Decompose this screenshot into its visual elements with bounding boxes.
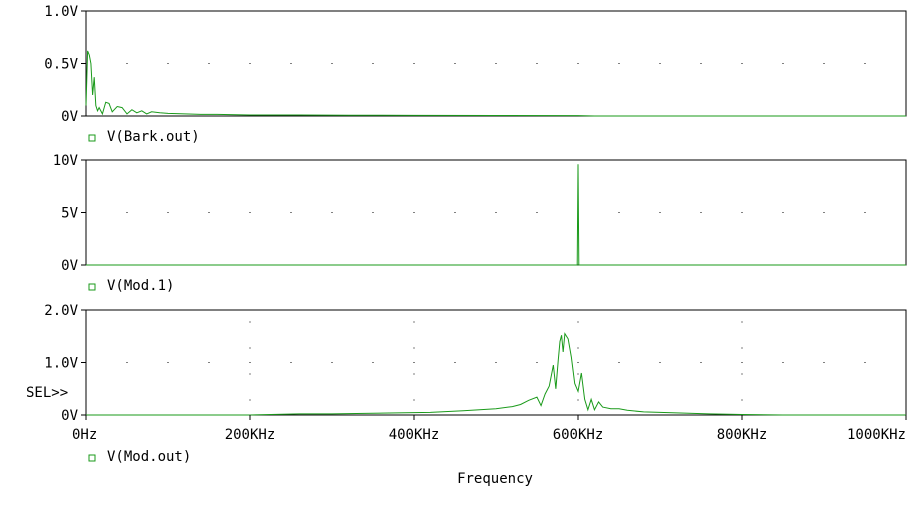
y-tick-label: 5V [61, 206, 78, 222]
y-tick-label: 10V [53, 153, 79, 169]
x-tick-label: 600KHz [553, 427, 604, 443]
legend: V(Mod.out) [88, 449, 191, 465]
x-tick-label: 800KHz [717, 427, 768, 443]
series-line [85, 50, 906, 117]
grid-dots [126, 63, 866, 64]
y-tick-label: 1.0V [44, 356, 78, 372]
grid-dots [126, 321, 866, 401]
legend-label: V(Bark.out) [107, 129, 200, 145]
chart-panel-1: 0V 0.5V 1.0V V(Bark.out) [44, 4, 907, 145]
x-tick-label: 400KHz [389, 427, 440, 443]
y-tick-label: 0.5V [44, 57, 78, 73]
chart-panel-3: 0V 1.0V 2.0V V(Mod.out) [44, 303, 907, 465]
y-tick-label: 0V [61, 408, 78, 424]
legend-label: V(Mod.out) [107, 449, 191, 465]
legend-marker-icon [88, 454, 96, 462]
x-axis-label: Frequency [457, 471, 533, 487]
y-tick-label: 0V [61, 109, 78, 125]
legend-marker-icon [88, 134, 96, 142]
y-tick-label: 1.0V [44, 4, 78, 20]
selector-label: SEL>> [26, 385, 68, 401]
x-tick-label: 200KHz [225, 427, 276, 443]
series-line [86, 332, 906, 416]
legend-marker-icon [88, 283, 96, 291]
x-tick-label: 1000KHz [847, 427, 906, 443]
legend: V(Mod.1) [88, 278, 174, 294]
y-tick-label: 0V [61, 258, 78, 274]
legend: V(Bark.out) [88, 129, 200, 145]
x-tick-label: 0Hz [72, 427, 97, 443]
grid-dots [126, 212, 866, 213]
legend-label: V(Mod.1) [107, 278, 174, 294]
chart-panel-2: 0V 5V 10V V(Mod.1) [53, 153, 907, 294]
y-tick-label: 2.0V [44, 303, 78, 319]
series-line [86, 164, 906, 266]
